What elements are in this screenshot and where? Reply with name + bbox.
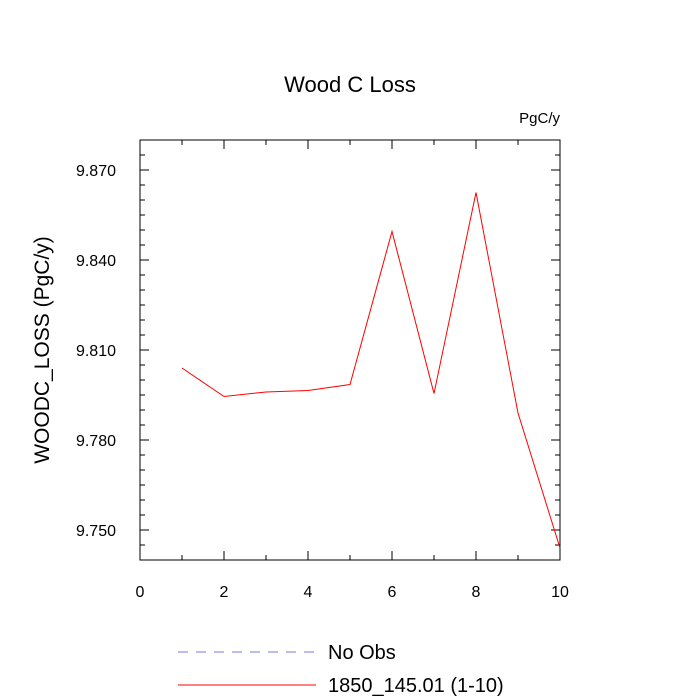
x-tick-label: 4 [304, 584, 313, 601]
y-tick-label: 9.840 [76, 253, 116, 270]
legend-label: No Obs [328, 642, 396, 664]
x-tick-label: 2 [220, 584, 229, 601]
legend: No Obs 1850_145.01 (1-10) [178, 642, 504, 697]
x-tick-label: 10 [551, 584, 569, 601]
units-label: PgC/y [519, 110, 560, 127]
series-line-1 [181, 192, 561, 549]
x-tick-label: 0 [136, 584, 145, 601]
x-tick-label: 8 [472, 584, 481, 601]
y-tick-label: 9.750 [76, 523, 116, 540]
ticks-layer: 0 2 4 6 8 10 9.750 9.780 9.810 9.840 9.870 [76, 139, 569, 601]
x-tick-label: 6 [388, 584, 397, 601]
y-tick-label: 9.780 [76, 433, 116, 450]
legend-label: 1850_145.01 (1-10) [328, 675, 504, 697]
chart-title: Wood C Loss [284, 72, 416, 97]
series-layer [181, 192, 561, 549]
y-axis-label: WOODC_LOSS (PgC/y) [31, 236, 54, 464]
y-tick-label: 9.870 [76, 163, 116, 180]
plot-frame [139, 139, 561, 561]
y-tick-label: 9.810 [76, 343, 116, 360]
